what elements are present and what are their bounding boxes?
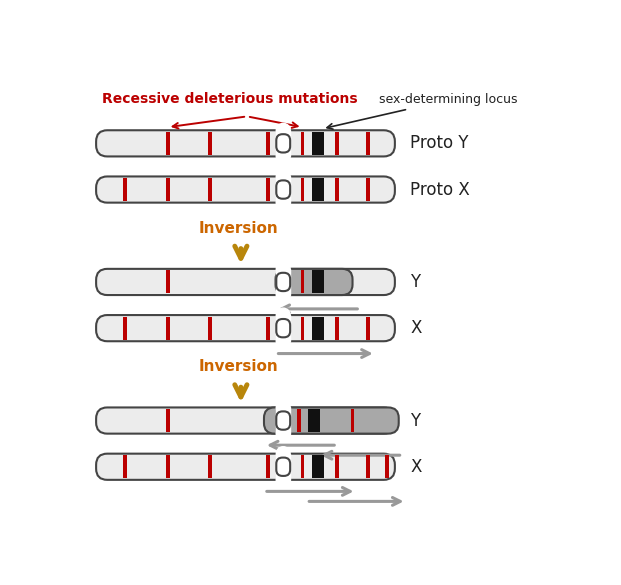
Bar (335, 455, 339, 479)
FancyBboxPatch shape (96, 177, 395, 202)
Bar (166, 409, 170, 432)
Bar (208, 455, 212, 479)
Circle shape (276, 308, 290, 322)
FancyBboxPatch shape (96, 130, 395, 156)
Bar (312, 132, 324, 155)
Bar (385, 455, 389, 479)
Bar (301, 270, 304, 294)
Bar (301, 178, 304, 201)
Circle shape (276, 426, 290, 441)
Text: Proto Y: Proto Y (410, 135, 469, 152)
Bar (166, 455, 170, 479)
Circle shape (276, 262, 290, 276)
FancyBboxPatch shape (276, 180, 290, 199)
Text: Y: Y (410, 273, 420, 291)
Bar (366, 132, 370, 155)
Bar (351, 409, 355, 432)
Text: Inversion: Inversion (199, 359, 278, 374)
Bar (166, 178, 170, 201)
Bar (301, 316, 304, 340)
FancyBboxPatch shape (276, 134, 290, 153)
Text: Inversion: Inversion (199, 221, 278, 236)
Circle shape (276, 288, 290, 302)
Text: Proto X: Proto X (410, 181, 470, 198)
Bar (276, 269, 290, 295)
Text: Y: Y (410, 412, 420, 429)
Circle shape (276, 170, 290, 183)
Bar (208, 316, 212, 340)
Bar (335, 178, 339, 201)
Bar (366, 455, 370, 479)
Bar (312, 316, 324, 340)
Bar (308, 409, 320, 432)
Bar (166, 316, 170, 340)
FancyBboxPatch shape (96, 408, 395, 433)
FancyBboxPatch shape (276, 319, 290, 338)
Bar (316, 455, 320, 479)
FancyBboxPatch shape (264, 408, 399, 433)
Bar (276, 315, 290, 341)
Text: Recessive deleterious mutations: Recessive deleterious mutations (102, 92, 358, 106)
FancyBboxPatch shape (276, 273, 290, 291)
Bar (312, 455, 324, 479)
Circle shape (276, 196, 290, 209)
Bar (316, 316, 320, 340)
FancyBboxPatch shape (276, 457, 290, 476)
Bar (124, 316, 127, 340)
FancyBboxPatch shape (276, 411, 290, 430)
Bar (266, 132, 270, 155)
Bar (312, 178, 324, 201)
Bar (276, 408, 290, 433)
Text: X: X (410, 457, 422, 476)
FancyBboxPatch shape (96, 453, 395, 480)
Bar (166, 270, 170, 294)
Bar (276, 130, 290, 156)
Circle shape (276, 473, 290, 487)
Bar (266, 178, 270, 201)
Bar (312, 270, 324, 294)
Circle shape (276, 401, 290, 414)
Circle shape (276, 150, 290, 163)
Text: sex-determining locus: sex-determining locus (327, 93, 518, 129)
Bar (276, 453, 290, 480)
FancyBboxPatch shape (96, 269, 395, 295)
Bar (266, 316, 270, 340)
Bar (301, 132, 304, 155)
Bar (297, 409, 301, 432)
Text: X: X (410, 319, 422, 337)
Bar (266, 455, 270, 479)
Bar (301, 455, 304, 479)
Bar (124, 178, 127, 201)
FancyBboxPatch shape (276, 269, 353, 295)
Bar (335, 132, 339, 155)
Bar (366, 178, 370, 201)
Circle shape (276, 447, 290, 460)
Bar (166, 132, 170, 155)
Bar (276, 177, 290, 202)
Circle shape (276, 123, 290, 137)
Bar (316, 178, 320, 201)
Bar (208, 178, 212, 201)
Bar (208, 132, 212, 155)
Bar (335, 316, 339, 340)
FancyBboxPatch shape (96, 315, 395, 341)
Bar (366, 316, 370, 340)
Bar (124, 455, 127, 479)
Circle shape (276, 334, 290, 348)
